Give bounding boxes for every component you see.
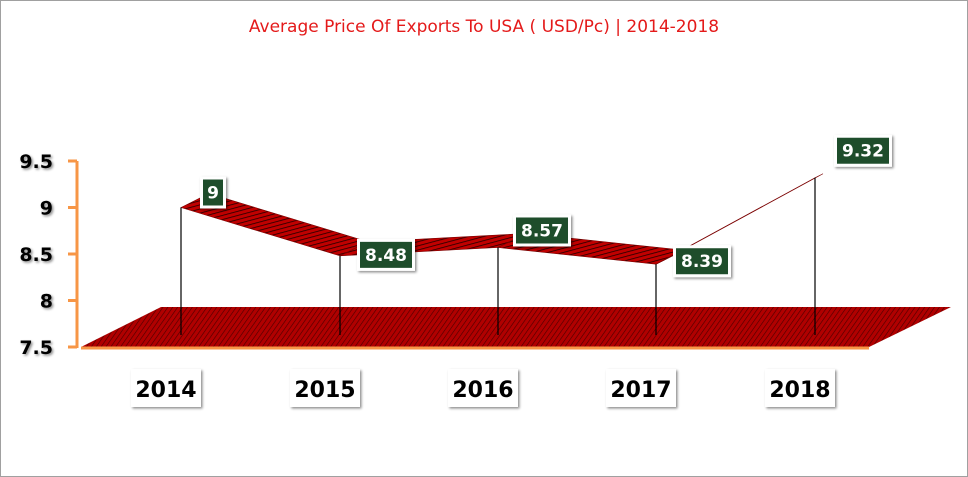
data-label-text: 9.32 (842, 142, 884, 162)
data-label: 9 (200, 176, 226, 209)
chart-title: Average Price Of Exports To USA ( USD/Pc… (248, 17, 720, 37)
data-label-box (837, 137, 889, 164)
data-label-box (203, 179, 223, 206)
data-label: 8.48 (357, 238, 415, 271)
x-label-frame (606, 369, 676, 407)
data-label: 9.32 (834, 134, 892, 167)
x-tick-label: 2018 (769, 378, 830, 403)
data-label: 8.57 (513, 214, 571, 247)
ribbon-segment (655, 173, 824, 265)
y-tick-label: 7.5 (19, 337, 53, 359)
y-tick-label: 9 (40, 198, 53, 220)
y-tick-label: 8 (40, 291, 53, 313)
data-label-text: 9 (207, 184, 219, 204)
y-tick-label: 8.5 (19, 244, 53, 266)
x-label-frame (448, 369, 518, 407)
data-label-box (360, 241, 412, 268)
x-label-frame (131, 369, 201, 407)
x-tick-label: 2017 (610, 378, 671, 403)
x-tick-label: 2015 (294, 378, 355, 403)
data-label-text: 8.39 (681, 252, 723, 272)
x-tick-label: 2014 (135, 378, 196, 403)
y-tick-label: 9.5 (19, 151, 53, 173)
data-label-box (676, 248, 728, 275)
data-label: 8.39 (673, 245, 731, 278)
chart-floor (81, 307, 951, 347)
x-tick-label: 2016 (452, 378, 513, 403)
x-label-frame (290, 369, 360, 407)
data-label-box (516, 217, 568, 244)
data-label-text: 8.48 (365, 246, 407, 266)
data-label-text: 8.57 (521, 221, 563, 241)
x-label-frame (765, 369, 835, 407)
